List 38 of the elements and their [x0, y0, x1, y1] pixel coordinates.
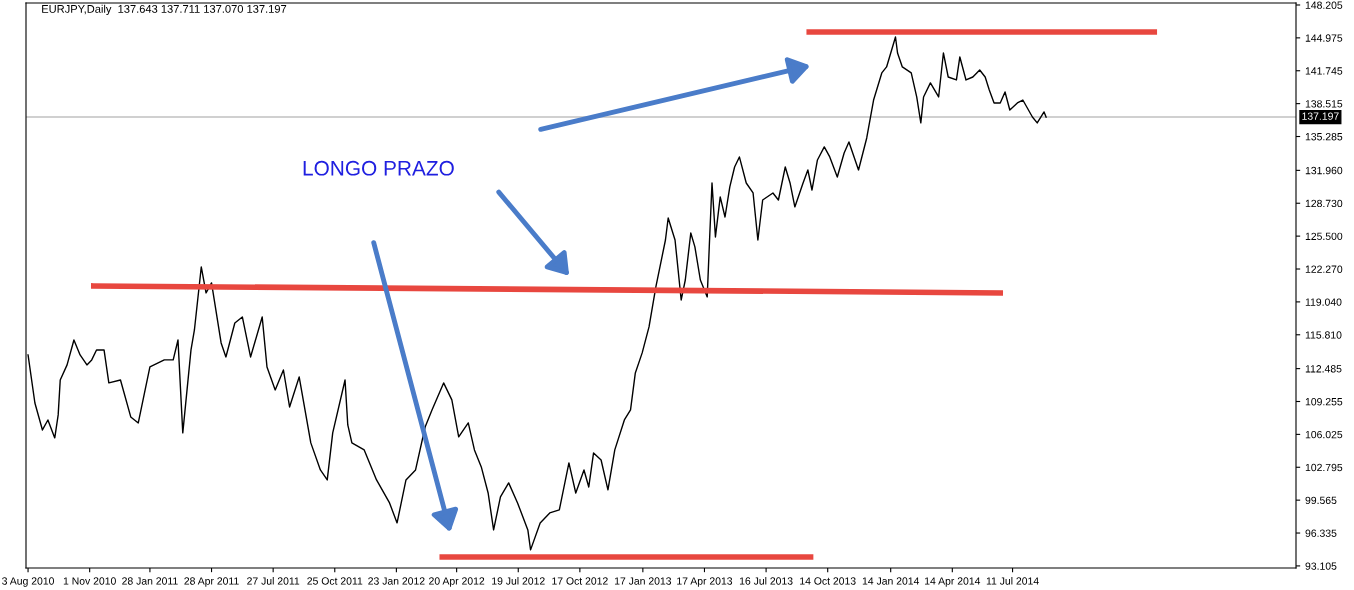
y-tick-label: 135.285 [1305, 133, 1343, 141]
x-tick-label: 28 Apr 2011 [184, 577, 239, 587]
y-tick-label: 112.485 [1305, 365, 1342, 373]
x-tick-label: 19 Jul 2012 [492, 577, 545, 585]
y-tick-label: 99.565 [1305, 496, 1337, 505]
x-tick-label: 14 Oct 2013 [800, 577, 856, 585]
y-tick-label: 109.255 [1305, 398, 1343, 406]
chart-title: EURJPY,Daily 137.643 137.711 137.070 137.197 [42, 4, 287, 16]
x-tick-label: 23 Jan 2012 [368, 577, 425, 585]
y-tick-label: 119.040 [1305, 298, 1342, 306]
x-tick-label: 14 Jan 2014 [862, 577, 920, 585]
x-tick-label: 17 Jan 2013 [614, 577, 672, 585]
x-tick-label: 14 Apr 2014 [925, 577, 981, 587]
x-tick-label: 25 Oct 2011 [307, 577, 363, 585]
x-tick-label: 1 Nov 2010 [63, 577, 116, 585]
y-tick-label: 141.745 [1305, 67, 1343, 75]
y-tick-label: 128.730 [1305, 199, 1343, 208]
x-tick-label: 20 Apr 2012 [429, 577, 485, 587]
x-tick-label: 16 Jul 2013 [739, 577, 793, 585]
y-tick-label: 115.810 [1305, 331, 1342, 339]
y-tick-label: 93.105 [1305, 562, 1337, 570]
annotation: LONGO PRAZO [303, 160, 454, 176]
x-tick-label: 3 Aug 2010 [2, 577, 55, 587]
y-tick-label: 102.795 [1305, 463, 1343, 472]
x-tick-label: 17 Oct 2012 [552, 577, 608, 585]
x-tick-label: 28 Jan 2011 [122, 577, 178, 585]
y-tick-label: 125.500 [1305, 232, 1343, 240]
x-tick-label: 11 Jul 2014 [986, 577, 1039, 585]
ref-line-label: 137.197 [1302, 112, 1339, 120]
y-tick-label: 131.960 [1305, 166, 1343, 175]
y-tick-label: 96.335 [1305, 529, 1337, 537]
y-tick-label: 122.270 [1305, 265, 1343, 273]
y-tick-label: 106.025 [1305, 430, 1343, 439]
x-tick-label: 17 Apr 2013 [677, 577, 733, 587]
y-tick-label: 138.515 [1305, 100, 1343, 108]
y-tick-label: 148.205 [1305, 1, 1343, 9]
y-tick-label: 144.975 [1305, 34, 1343, 42]
x-tick-label: 27 Jul 2011 [247, 577, 300, 585]
